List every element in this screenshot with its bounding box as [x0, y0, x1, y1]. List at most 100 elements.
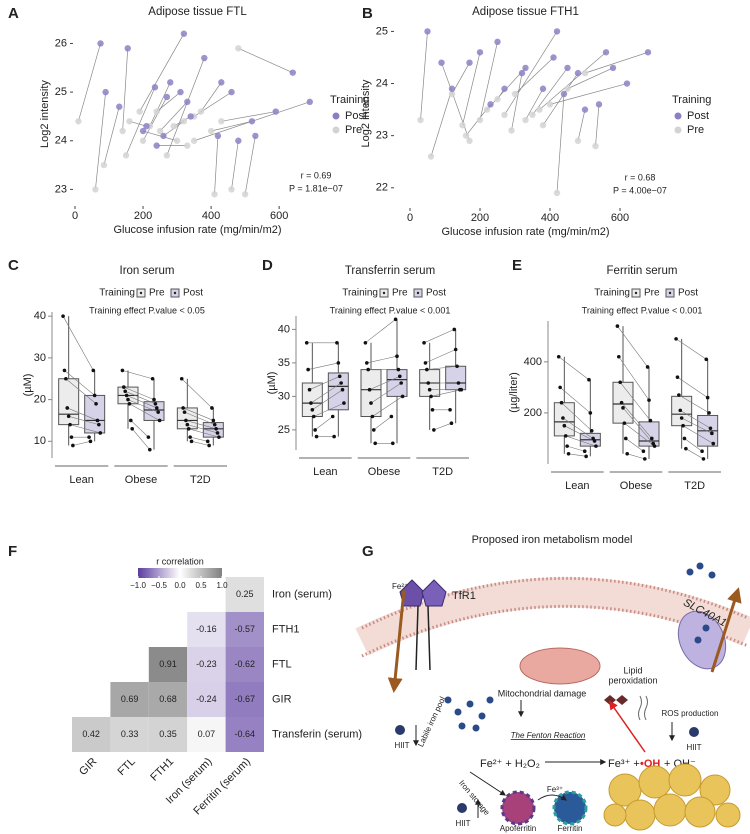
annotation: Training effect P.value < 0.001	[330, 305, 451, 315]
x-tick-label: Obese	[368, 466, 400, 478]
hiit-label: HIIT	[394, 741, 409, 750]
point	[217, 435, 221, 439]
point	[674, 337, 678, 341]
pair-line	[618, 356, 650, 401]
point	[487, 101, 494, 108]
cell-label: -0.23	[196, 659, 217, 669]
point	[211, 191, 218, 198]
pair-line	[625, 438, 644, 452]
pair-line	[122, 370, 153, 380]
heatmap-cell	[225, 612, 264, 647]
cell-label: -0.62	[235, 659, 256, 669]
point	[241, 191, 249, 198]
fenton-label: The Fenton Reaction	[511, 731, 586, 740]
tfr1-protein	[387, 579, 447, 693]
point	[155, 406, 159, 410]
point	[139, 137, 147, 144]
pair-line	[123, 386, 155, 400]
equation-right: Fe³⁺ +	[608, 758, 640, 770]
point	[339, 381, 343, 385]
point	[592, 142, 599, 150]
chart-title: Transferrin serum	[345, 265, 435, 277]
point	[182, 410, 187, 414]
point	[214, 132, 222, 140]
point	[184, 98, 191, 106]
pair-line	[369, 376, 400, 390]
pair-line	[78, 43, 101, 122]
point	[373, 441, 378, 446]
legend-label: Post	[687, 110, 709, 122]
fe2-label: Fe²⁺	[392, 582, 408, 591]
column-label: FTH1	[148, 756, 176, 784]
y-tick-label: 24	[55, 135, 67, 147]
pair-line	[684, 438, 703, 452]
colorbar-tick-label: 0.5	[195, 581, 207, 590]
x-tick-label: 600	[611, 212, 629, 224]
annotation: r = 0.68	[625, 172, 656, 182]
point	[581, 106, 589, 113]
point	[184, 418, 188, 423]
ros-label: ROS production	[662, 709, 719, 718]
point	[167, 79, 174, 86]
point	[393, 317, 398, 322]
chart-title: Adipose tissue FTL	[148, 6, 247, 18]
point	[71, 443, 75, 448]
point	[372, 428, 376, 432]
x-tick-label: 200	[471, 212, 489, 224]
point	[61, 314, 65, 318]
cell-label: -0.16	[196, 624, 217, 634]
heatmap-cell	[110, 717, 149, 752]
point	[399, 381, 404, 385]
point	[424, 28, 431, 35]
lipid-label: Lipid	[623, 665, 642, 675]
point	[564, 85, 571, 92]
point	[228, 186, 235, 193]
pair-line	[309, 376, 340, 390]
colorbar-tick-label: −0.5	[151, 581, 167, 590]
point	[553, 28, 561, 35]
pair-line	[184, 411, 215, 425]
y-axis-label: (µM)	[266, 372, 278, 395]
point	[340, 387, 345, 392]
pair-line	[624, 422, 655, 447]
cell-label: 0.07	[198, 729, 216, 739]
annotation: Training effect P.value < 0.05	[89, 305, 205, 315]
heatmap-cell	[110, 682, 149, 717]
pair-line	[131, 428, 151, 450]
point	[124, 393, 129, 398]
pair-line	[426, 365, 458, 370]
pair-line	[72, 441, 91, 446]
pair-line	[370, 382, 402, 404]
point	[153, 142, 160, 149]
point	[682, 436, 687, 441]
point	[650, 436, 654, 441]
pair-line	[65, 378, 97, 405]
point	[679, 416, 684, 420]
pair-line	[562, 417, 594, 439]
point	[92, 186, 99, 193]
point	[452, 327, 457, 332]
point	[550, 54, 557, 61]
pair-line	[181, 378, 213, 409]
x-tick-label: 0	[407, 212, 413, 224]
pair-line	[617, 325, 648, 368]
point	[122, 152, 130, 159]
point	[252, 132, 259, 140]
point	[363, 341, 368, 345]
box	[84, 394, 106, 434]
point	[619, 400, 624, 405]
point	[88, 439, 93, 444]
y-tick-label: 25	[278, 424, 290, 436]
diagram: Proposed iron metabolism model Fe²⁺ TfR1…	[355, 534, 750, 833]
point	[152, 397, 156, 402]
lipid-chain	[638, 695, 648, 721]
colorbar-tick-label: −1.0	[130, 581, 146, 590]
point	[455, 364, 459, 369]
point	[201, 54, 208, 62]
cell-label: 0.42	[82, 729, 100, 739]
point	[476, 116, 484, 124]
point	[170, 122, 177, 130]
point	[602, 49, 610, 56]
point	[522, 64, 529, 72]
point	[564, 64, 571, 72]
